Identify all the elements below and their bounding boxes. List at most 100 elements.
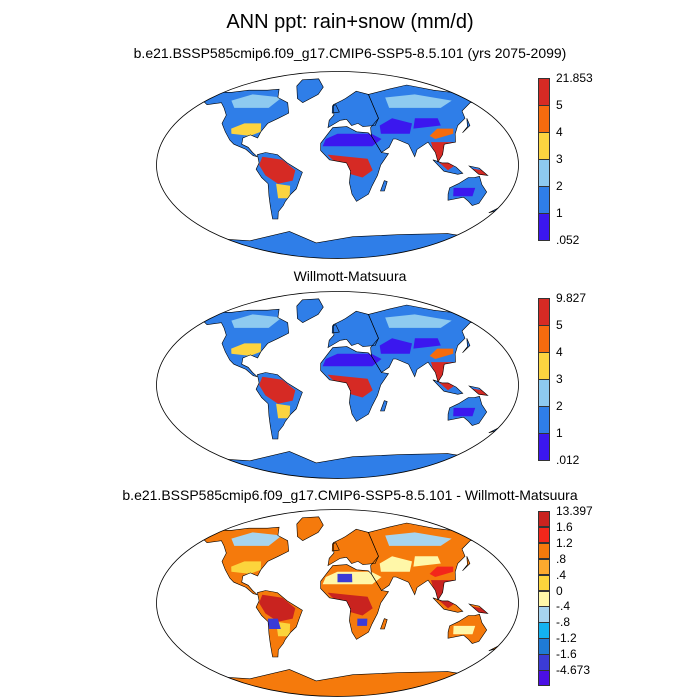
coastline: [202, 88, 290, 157]
precip-region: [259, 156, 296, 184]
precip-region: [453, 407, 476, 417]
colorbar-segment: [538, 542, 550, 560]
colorbar-tick-label: 2: [556, 179, 563, 193]
coastline: [432, 597, 464, 613]
precip-region: [327, 374, 373, 398]
precip-region: [322, 133, 382, 147]
page-title: ANN ppt: rain+snow (mm/d): [226, 11, 474, 33]
colorbar-tick-label: 3: [556, 372, 563, 386]
coastline: [468, 603, 489, 614]
colorbar-segment: [538, 379, 550, 407]
colorbar-segment: [538, 105, 550, 133]
coastline: [255, 372, 303, 440]
colorbar-segment: [538, 670, 550, 687]
coastline: [201, 451, 475, 479]
precip-region: [327, 154, 373, 178]
colorbar-segment: [538, 622, 550, 639]
coastline: [488, 642, 505, 652]
coastline: [380, 180, 388, 192]
panel-1-subtitle: b.e21.BSSP585cmip6.f09_g17.CMIP6-SSP5-8.…: [133, 45, 567, 61]
precip-region: [429, 566, 454, 577]
colorbar-tick-label: 1: [556, 206, 563, 220]
coastline: [468, 165, 489, 176]
colorbar-segment: [538, 606, 550, 623]
map-panel-difference: [156, 509, 519, 697]
colorbar-tick-label: 13.397: [556, 504, 593, 518]
colorbar-segment: [538, 325, 550, 353]
colorbar-segment: [538, 298, 550, 326]
precip-region: [276, 403, 291, 419]
colorbar-tick-label: 21.853: [556, 71, 593, 85]
colorbar-tick-label: 9.827: [556, 291, 587, 305]
precip-region: [379, 556, 412, 572]
colorbar-segment: [538, 574, 550, 592]
colorbar-segment: [538, 526, 550, 544]
precip-region: [231, 314, 282, 328]
precip-region: [231, 123, 262, 136]
colorbar-model: 21.853 5 4 3 2 1 .052: [538, 72, 593, 246]
coastline: [296, 78, 324, 104]
precip-region: [327, 592, 373, 616]
precip-region: [231, 561, 262, 574]
precip-region: [385, 314, 452, 328]
coastline: [462, 118, 471, 134]
precip-region: [231, 343, 262, 356]
coastline: [380, 400, 388, 412]
colorbar-tick-label: 1: [556, 426, 563, 440]
coastline: [201, 231, 475, 259]
colorbar-tick-label: -1.2: [556, 631, 577, 646]
coastline: [447, 614, 488, 644]
colorbar-tick-label: -4.673: [556, 663, 591, 678]
precip-region: [259, 594, 296, 622]
colorbar-tick-label: .052: [556, 233, 580, 247]
coastline: [255, 152, 303, 220]
coastline: [331, 104, 340, 114]
coastline: [296, 516, 324, 542]
coastline: [320, 564, 390, 640]
coastline: [488, 424, 505, 434]
colorbar-tick-label: .8: [556, 551, 567, 566]
panel-3-subtitle: b.e21.BSSP585cmip6.f09_g17.CMIP6-SSP5-8.…: [122, 487, 578, 503]
panel-2-subtitle: Willmott-Matsuura: [293, 268, 407, 284]
coastline: [380, 618, 388, 630]
precip-region: [276, 183, 291, 199]
colorbar-tick-label: 1.2: [556, 535, 573, 550]
coastline: [296, 298, 324, 324]
coastline: [331, 324, 340, 334]
precip-region: [431, 580, 464, 609]
coastline: [468, 385, 489, 396]
colorbar-observations: 9.827 5 4 3 2 1 .012: [538, 292, 586, 466]
colorbar-segment: [538, 352, 550, 380]
coastline: [331, 542, 340, 552]
map-frame: [156, 509, 519, 697]
precip-region: [429, 348, 454, 359]
colorbar-segment: [538, 406, 550, 434]
colorbar-tick-label: 2: [556, 399, 563, 413]
precip-region: [385, 94, 452, 108]
colorbar-segment: [538, 213, 550, 241]
coastline: [255, 590, 303, 658]
colorbar-segment: [538, 511, 550, 528]
precip-region: [431, 362, 464, 391]
coastline: [432, 379, 464, 395]
coastline: [447, 396, 488, 426]
colorbar-segment: [538, 132, 550, 160]
colorbar-segment: [538, 159, 550, 187]
coastline: [202, 526, 290, 595]
precip-region: [231, 532, 282, 546]
colorbar-segment: [538, 78, 550, 106]
colorbar-tick-label: .4: [556, 567, 567, 582]
coastline: [201, 669, 475, 697]
precip-region: [429, 128, 454, 139]
colorbar-tick-label: 5: [556, 318, 563, 332]
colorbar-tick-label: -1.6: [556, 647, 577, 662]
colorbar-tick-label: -.4: [556, 599, 571, 614]
map-panel-observations: [156, 291, 519, 479]
coastline: [320, 126, 390, 202]
colorbar-tick-label: 0: [556, 583, 563, 598]
precip-region: [413, 118, 441, 129]
colorbar-segment: [538, 558, 550, 576]
colorbar-tick-label: -.8: [556, 615, 571, 630]
precip-region: [413, 338, 441, 349]
precip-region: [379, 118, 412, 134]
